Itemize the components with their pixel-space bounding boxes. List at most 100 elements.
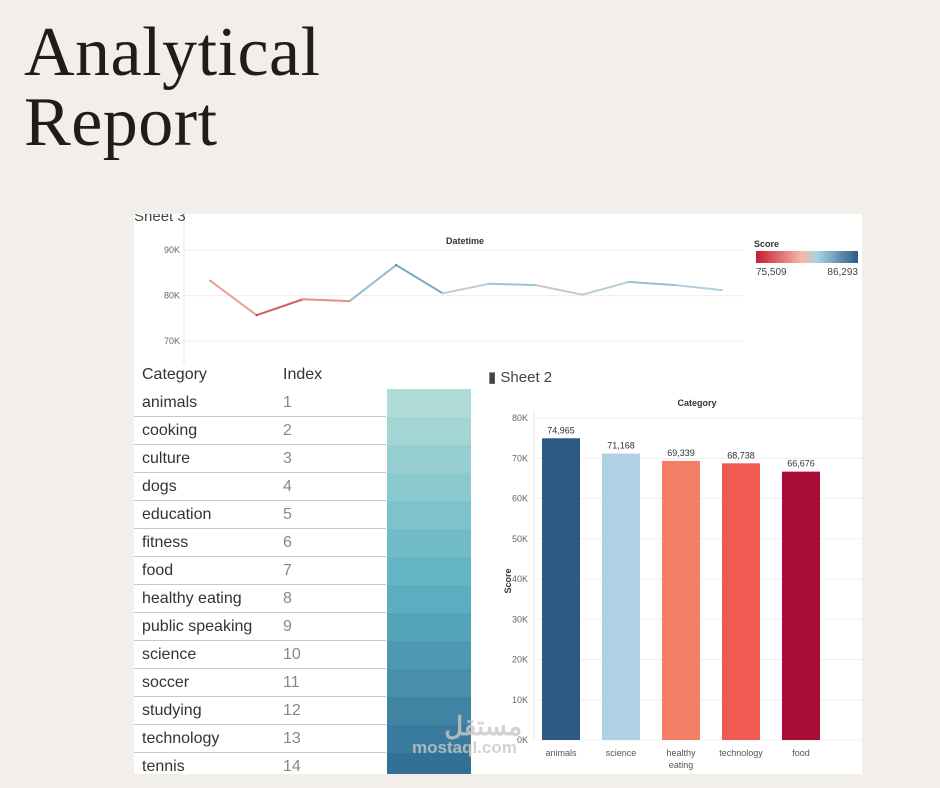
index-cell: 12 — [283, 702, 301, 719]
line-point — [721, 289, 723, 291]
line-segment — [209, 279, 258, 317]
column-header-category: Category — [142, 366, 207, 383]
bar — [602, 453, 640, 740]
shade-cell — [387, 529, 471, 557]
category-cell: public speaking — [142, 618, 253, 635]
legend-title: Score — [754, 239, 779, 249]
shade-cell — [387, 753, 471, 774]
bar-ytick-label: 70K — [512, 453, 528, 463]
bar-ytick-label: 80K — [512, 413, 528, 423]
row-divider — [134, 669, 386, 697]
category-cell: education — [142, 506, 212, 523]
row-divider — [134, 501, 386, 529]
shade-cell — [387, 669, 471, 697]
table-row: food 7 — [134, 557, 474, 585]
table-row: soccer 11 — [134, 669, 474, 697]
category-cell: animals — [142, 394, 198, 411]
bar-ytick-label: 20K — [512, 655, 528, 665]
bar-ytick-label: 50K — [512, 534, 528, 544]
line-point — [255, 314, 258, 317]
bar — [542, 438, 580, 740]
index-cell: 6 — [283, 534, 292, 551]
index-cell: 14 — [283, 758, 301, 774]
line-segment — [302, 298, 351, 303]
category-cell: studying — [142, 702, 202, 719]
line-chart-title: Datetime — [446, 236, 484, 246]
bar-category-label: technology — [719, 748, 763, 758]
line-ytick-label: 70K — [164, 336, 180, 346]
bar-data-label: 74,965 — [547, 425, 575, 435]
report-title-line-1: Analytical — [24, 14, 321, 91]
legend-max-label: 86,293 — [827, 267, 858, 278]
category-cell: technology — [142, 730, 220, 747]
row-divider — [134, 473, 386, 501]
bar-ytick-label: 30K — [512, 614, 528, 624]
bar-chart-title: Category — [677, 398, 716, 408]
shade-cell — [387, 389, 471, 417]
line-segment — [441, 282, 491, 295]
bar-ytick-label: 60K — [512, 494, 528, 504]
row-divider — [134, 529, 386, 557]
bar-category-label: healthy — [666, 748, 696, 758]
table-row: public speaking 9 — [134, 613, 474, 641]
bar — [662, 460, 700, 740]
bar-category-label: science — [606, 748, 637, 758]
column-header-index: Index — [283, 366, 323, 383]
dashboard-panel: Sheet 3 Datetime 90K 80K 70K Score 75,509 … — [134, 214, 862, 774]
category-cell: cooking — [142, 422, 198, 439]
category-cell: food — [142, 562, 174, 579]
shade-cell — [387, 585, 471, 613]
table-row: cooking 2 — [134, 417, 474, 445]
report-title-line-2: Report — [24, 84, 218, 161]
category-cell: culture — [142, 450, 191, 467]
row-divider — [134, 641, 386, 669]
index-cell: 8 — [283, 590, 292, 607]
shade-cell — [387, 445, 471, 473]
line-point — [628, 281, 630, 283]
bar-ytick-label: 40K — [512, 574, 528, 584]
row-divider — [134, 613, 386, 641]
report-title: Analytical Report — [24, 18, 321, 158]
line-segment — [534, 284, 584, 296]
line-segment — [581, 280, 630, 296]
bar-category-label: eating — [669, 760, 694, 770]
table-row: science 10 — [134, 641, 474, 669]
line-point — [581, 293, 584, 296]
shade-cell — [387, 641, 471, 669]
bar-chart-ylabel: Score — [503, 568, 513, 593]
index-cell: 3 — [283, 450, 292, 467]
bar-data-label: 69,339 — [667, 448, 695, 458]
index-cell: 7 — [283, 562, 292, 579]
line-segment — [674, 284, 723, 292]
line-point — [674, 284, 677, 286]
category-cell: tennis — [142, 758, 185, 774]
bar-data-label: 71,168 — [607, 441, 635, 451]
table-row: tennis 14 — [134, 753, 474, 774]
index-cell: 9 — [283, 618, 292, 635]
line-segment — [395, 264, 444, 295]
line-segment — [627, 280, 677, 287]
index-cell: 1 — [283, 394, 292, 411]
table-row: technology 13 — [134, 725, 474, 753]
bar — [782, 471, 820, 740]
bar-category-label: food — [792, 748, 810, 758]
row-divider — [134, 417, 386, 445]
line-point — [441, 292, 444, 295]
table-row: dogs 4 — [134, 473, 474, 501]
line-point — [209, 279, 211, 282]
row-divider — [134, 697, 386, 725]
table-row: culture 3 — [134, 445, 474, 473]
sheet2-label: ▮ Sheet 2 — [488, 369, 553, 386]
table-row: fitness 6 — [134, 529, 474, 557]
line-point — [348, 300, 351, 302]
line-point — [488, 282, 491, 285]
line-ytick-label: 90K — [164, 245, 180, 255]
bar-chart: Category Score 80K 70K 60K 50K 40K 30K 20K 10K 0… — [503, 398, 862, 770]
bar-ytick-label: 0K — [517, 735, 528, 745]
index-cell: 13 — [283, 730, 301, 747]
legend-gradient — [756, 251, 858, 263]
table-row: healthy eating 8 — [134, 585, 474, 613]
shade-cell — [387, 725, 471, 753]
line-point — [535, 284, 537, 286]
line-segment — [348, 264, 398, 303]
